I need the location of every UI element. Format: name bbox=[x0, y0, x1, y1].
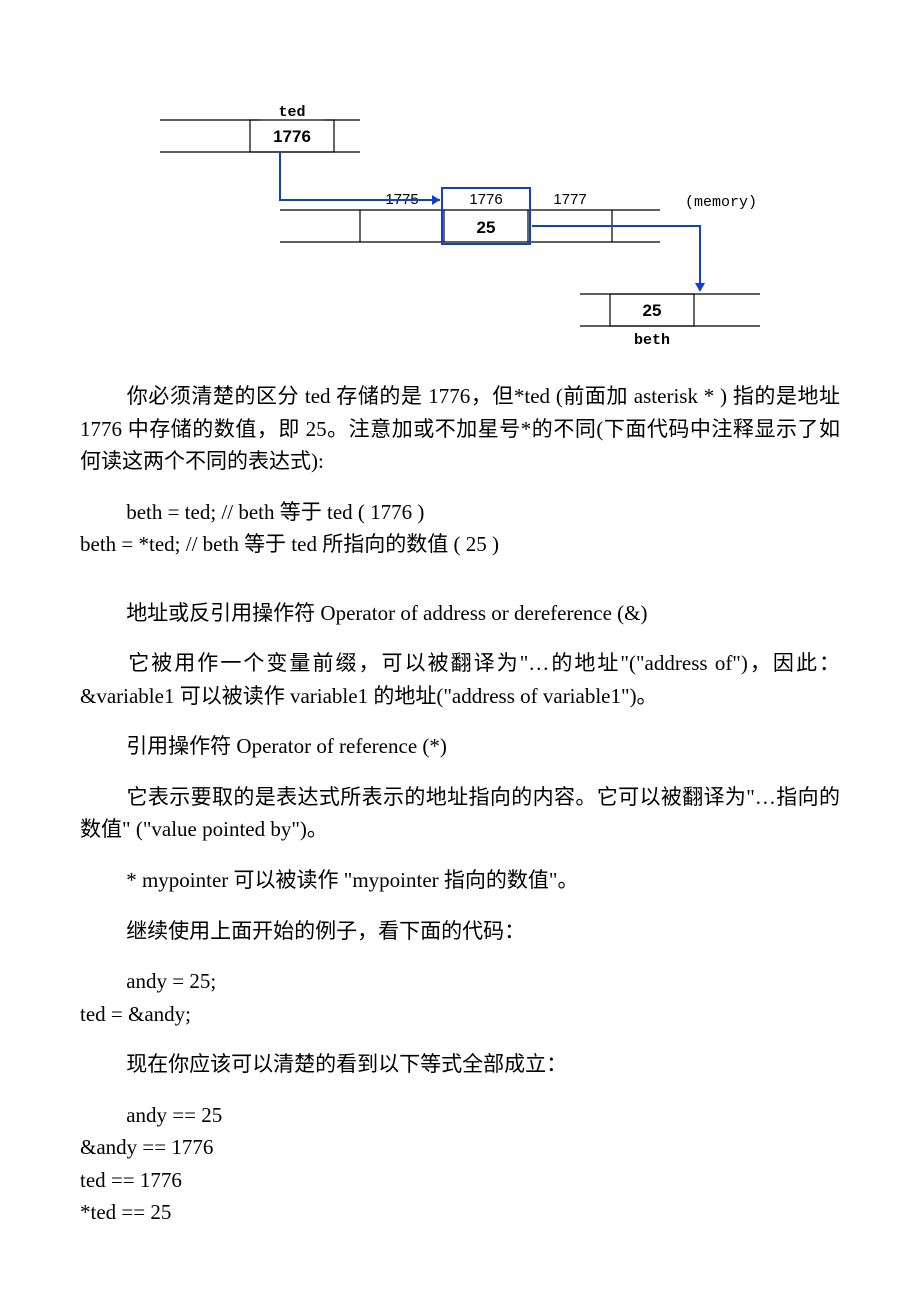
ted-value: 1776 bbox=[273, 127, 311, 146]
mem-addr-2: 1777 bbox=[553, 191, 586, 208]
paragraph-5: 继续使用上面开始的例子，看下面的代码： bbox=[80, 915, 840, 948]
paragraph-2: 它被用作一个变量前缀，可以被翻译为"…的地址"("address of")，因此… bbox=[80, 647, 840, 712]
memory-caption: (memory) bbox=[685, 194, 757, 211]
paragraph-1: 你必须清楚的区分 ted 存储的是 1776，但*ted (前面加 asteri… bbox=[80, 380, 840, 478]
paragraph-3: 它表示要取的是表达式所表示的地址指向的内容。它可以被翻译为"…指向的数值" ("… bbox=[80, 781, 840, 846]
paragraph-6-text: 现在你应该可以清楚的看到以下等式全部成立： bbox=[126, 1052, 567, 1076]
mem-addr-1: 1776 bbox=[469, 191, 502, 208]
mem-value: 25 bbox=[477, 218, 496, 237]
code1-line1: beth = ted; // beth 等于 ted ( 1776 ) bbox=[126, 500, 424, 524]
paragraph-2-text: 它被用作一个变量前缀，可以被翻译为"…的地址"("address of")，因此… bbox=[80, 651, 840, 708]
code-block-1: beth = ted; // beth 等于 ted ( 1776 ) beth… bbox=[80, 496, 840, 561]
code3-line1: andy == 25 bbox=[126, 1103, 222, 1127]
code-block-3: andy == 25 &andy == 1776 ted == 1776 *te… bbox=[80, 1099, 840, 1229]
paragraph-5-text: 继续使用上面开始的例子，看下面的代码： bbox=[126, 919, 525, 943]
ted-label: ted bbox=[278, 104, 305, 121]
heading-address-op: 地址或反引用操作符 Operator of address or derefer… bbox=[80, 597, 840, 630]
paragraph-4: * mypointer 可以被读作 "mypointer 指向的数值"。 bbox=[80, 864, 840, 897]
code3-line3: ted == 1776 bbox=[80, 1168, 182, 1192]
heading-reference-op-text: 引用操作符 Operator of reference (*) bbox=[126, 734, 447, 758]
heading-reference-op: 引用操作符 Operator of reference (*) bbox=[80, 730, 840, 763]
paragraph-3-text: 它表示要取的是表达式所表示的地址指向的内容。它可以被翻译为"…指向的数值" ("… bbox=[80, 785, 840, 842]
code2-line2: ted = &andy; bbox=[80, 1002, 191, 1026]
heading-address-op-text: 地址或反引用操作符 Operator of address or derefer… bbox=[126, 601, 647, 625]
code-block-2: andy = 25; ted = &andy; bbox=[80, 965, 840, 1030]
beth-value: 25 bbox=[643, 301, 662, 320]
code3-line4: *ted == 25 bbox=[80, 1200, 171, 1224]
document-page: ted 1776 1775 1776 1777 (memory) 25 bbox=[0, 0, 920, 1289]
code2-line1: andy = 25; bbox=[126, 969, 216, 993]
pointer-diagram: ted 1776 1775 1776 1777 (memory) 25 bbox=[140, 100, 840, 350]
paragraph-4-text: * mypointer 可以被读作 "mypointer 指向的数值"。 bbox=[126, 868, 578, 892]
paragraph-6: 现在你应该可以清楚的看到以下等式全部成立： bbox=[80, 1048, 840, 1081]
diagram-svg: ted 1776 1775 1776 1777 (memory) 25 bbox=[140, 100, 760, 350]
code3-line2: &andy == 1776 bbox=[80, 1135, 213, 1159]
paragraph-1-text: 你必须清楚的区分 ted 存储的是 1776，但*ted (前面加 asteri… bbox=[80, 384, 840, 473]
beth-label: beth bbox=[634, 332, 670, 349]
code1-line2: beth = *ted; // beth 等于 ted 所指向的数值 ( 25 … bbox=[80, 532, 499, 556]
